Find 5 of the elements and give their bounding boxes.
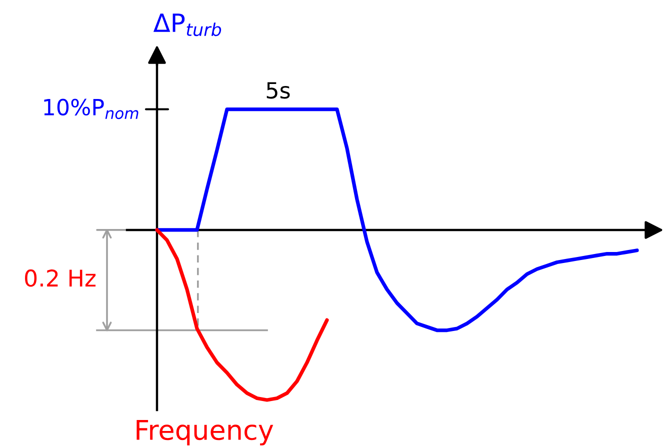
text: ΔP$_{turb}$ <box>153 14 222 36</box>
ref-line-label: 0.2 Hz <box>25 269 96 287</box>
series-label: Frequency <box>136 420 274 446</box>
annotation: 5s <box>266 82 290 99</box>
text: 10%P$_{nom}$ <box>44 98 138 120</box>
